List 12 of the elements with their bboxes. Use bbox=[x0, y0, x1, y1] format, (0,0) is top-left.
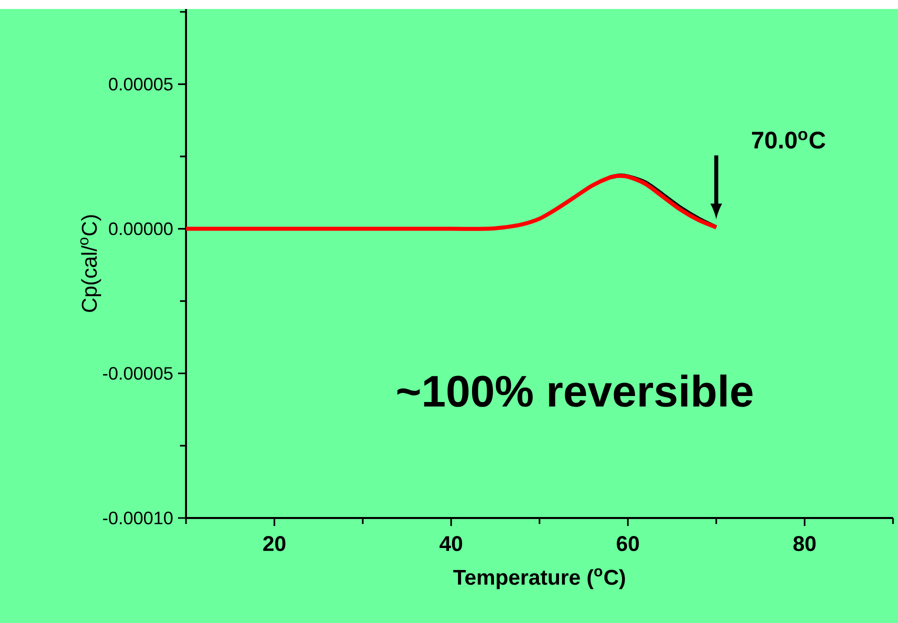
y-tick-label: -0.00005 bbox=[103, 367, 173, 380]
y-tick-label: 0.00005 bbox=[108, 78, 173, 91]
x-tick-label: 40 bbox=[440, 536, 462, 552]
x-tick-label: 80 bbox=[793, 536, 816, 552]
x-axis-title: Temperature ($^{o}$C) bbox=[453, 568, 625, 590]
y-tick-label: 0.00000 bbox=[108, 222, 173, 236]
annotation: ~100% reversible bbox=[397, 374, 752, 407]
annotation: 70.0$^{o}$C bbox=[752, 130, 826, 149]
y-axis-title: Cp(cal/$^{o}$C) bbox=[80, 215, 102, 312]
x-tick-label: 60 bbox=[616, 536, 639, 552]
x-tick-label: 20 bbox=[263, 536, 286, 552]
y-tick-label: -0.00010 bbox=[103, 512, 173, 524]
